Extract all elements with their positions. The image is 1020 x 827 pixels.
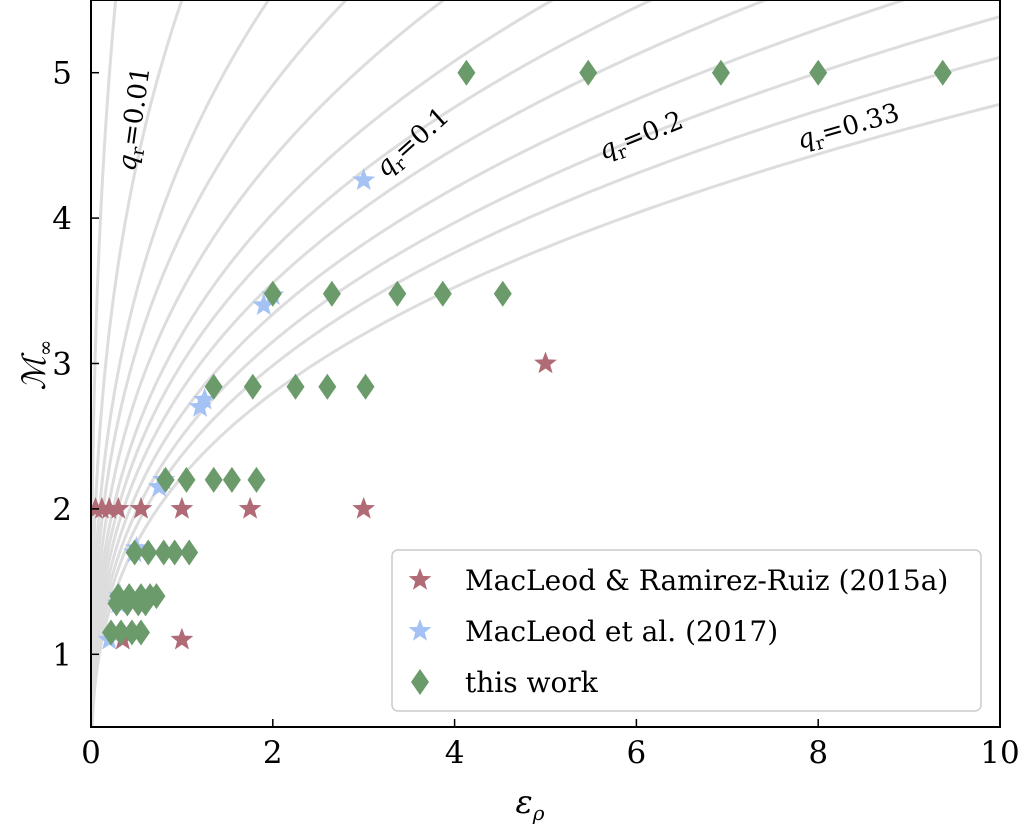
model-curve	[91, 102, 1000, 727]
diamond-marker	[139, 539, 158, 566]
y-tick-label: 1	[52, 637, 72, 673]
star-marker	[170, 627, 194, 650]
diamond-marker	[322, 280, 341, 307]
diamond-marker	[247, 466, 266, 493]
star-marker	[97, 496, 121, 519]
y-tick-label: 3	[52, 347, 72, 383]
diamond-marker	[204, 373, 223, 400]
legend-label-0: MacLeod & Ramirez-Ruiz (2015a)	[465, 564, 948, 597]
star-marker	[352, 168, 376, 190]
x-tick-label: 6	[627, 735, 647, 771]
y-axis-title: ℳ∞	[15, 340, 57, 391]
model-curve	[91, 0, 118, 727]
diamond-marker	[388, 280, 407, 307]
diamond-marker	[286, 373, 305, 400]
diamond-marker	[177, 466, 196, 493]
diamond-marker	[263, 280, 282, 307]
legend: MacLeod & Ramirez-Ruiz (2015a) MacLeod e…	[391, 549, 982, 712]
y-tick-label: 5	[52, 56, 72, 92]
diamond-marker	[180, 539, 199, 566]
y-tick-label: 2	[52, 492, 72, 528]
diamond-marker	[154, 539, 173, 566]
legend-marker-0	[408, 568, 432, 590]
diamond-marker	[222, 466, 241, 493]
diamond-marker	[131, 619, 150, 646]
diamond-marker	[809, 59, 828, 86]
legend-marker-2	[411, 669, 429, 695]
diamond-marker	[122, 619, 141, 646]
x-tick-label: 8	[808, 735, 828, 771]
diamond-marker	[243, 373, 262, 400]
diamond-marker	[136, 590, 155, 617]
legend-box	[391, 549, 982, 712]
diamond-marker	[165, 539, 184, 566]
model-curve	[91, 0, 271, 727]
star-marker	[352, 496, 376, 519]
diamond-marker	[204, 466, 223, 493]
curve-label-0.33: qr=0.33	[794, 98, 904, 160]
diamond-marker	[493, 280, 512, 307]
model-curve	[91, 0, 349, 727]
diamond-marker	[356, 373, 375, 400]
star-marker	[252, 293, 276, 316]
x-axis-title: ερ	[516, 783, 545, 825]
star-marker	[193, 387, 217, 410]
diamond-marker	[101, 619, 120, 646]
star-marker	[129, 496, 153, 519]
diamond-marker	[156, 466, 175, 493]
legend-label-1: MacLeod et al. (2017)	[465, 615, 778, 648]
diamond-marker	[711, 59, 730, 86]
star-marker	[106, 496, 130, 519]
star-marker	[534, 351, 557, 374]
diamond-marker	[107, 590, 126, 617]
star-marker	[170, 496, 194, 519]
curve-label-0.01: qr=0.01	[112, 65, 160, 174]
diamond-marker	[457, 59, 476, 86]
diamond-marker	[118, 590, 137, 617]
data-points	[91, 59, 952, 650]
model-curves	[91, 0, 1000, 727]
diamond-marker	[318, 373, 337, 400]
x-tick-label: 10	[980, 735, 1019, 771]
diamond-marker	[579, 59, 598, 86]
x-tick-label: 4	[445, 735, 465, 771]
y-tick-label: 4	[52, 201, 72, 237]
star-marker	[238, 496, 262, 519]
diamond-marker	[933, 59, 952, 86]
diamond-marker	[125, 539, 144, 566]
legend-markers	[408, 568, 432, 695]
diamond-marker	[111, 619, 130, 646]
diamond-marker	[433, 280, 452, 307]
x-tick-label: 2	[263, 735, 283, 771]
x-tick-label: 0	[81, 735, 101, 771]
legend-marker-1	[408, 619, 432, 641]
legend-label-2: this work	[465, 666, 599, 699]
